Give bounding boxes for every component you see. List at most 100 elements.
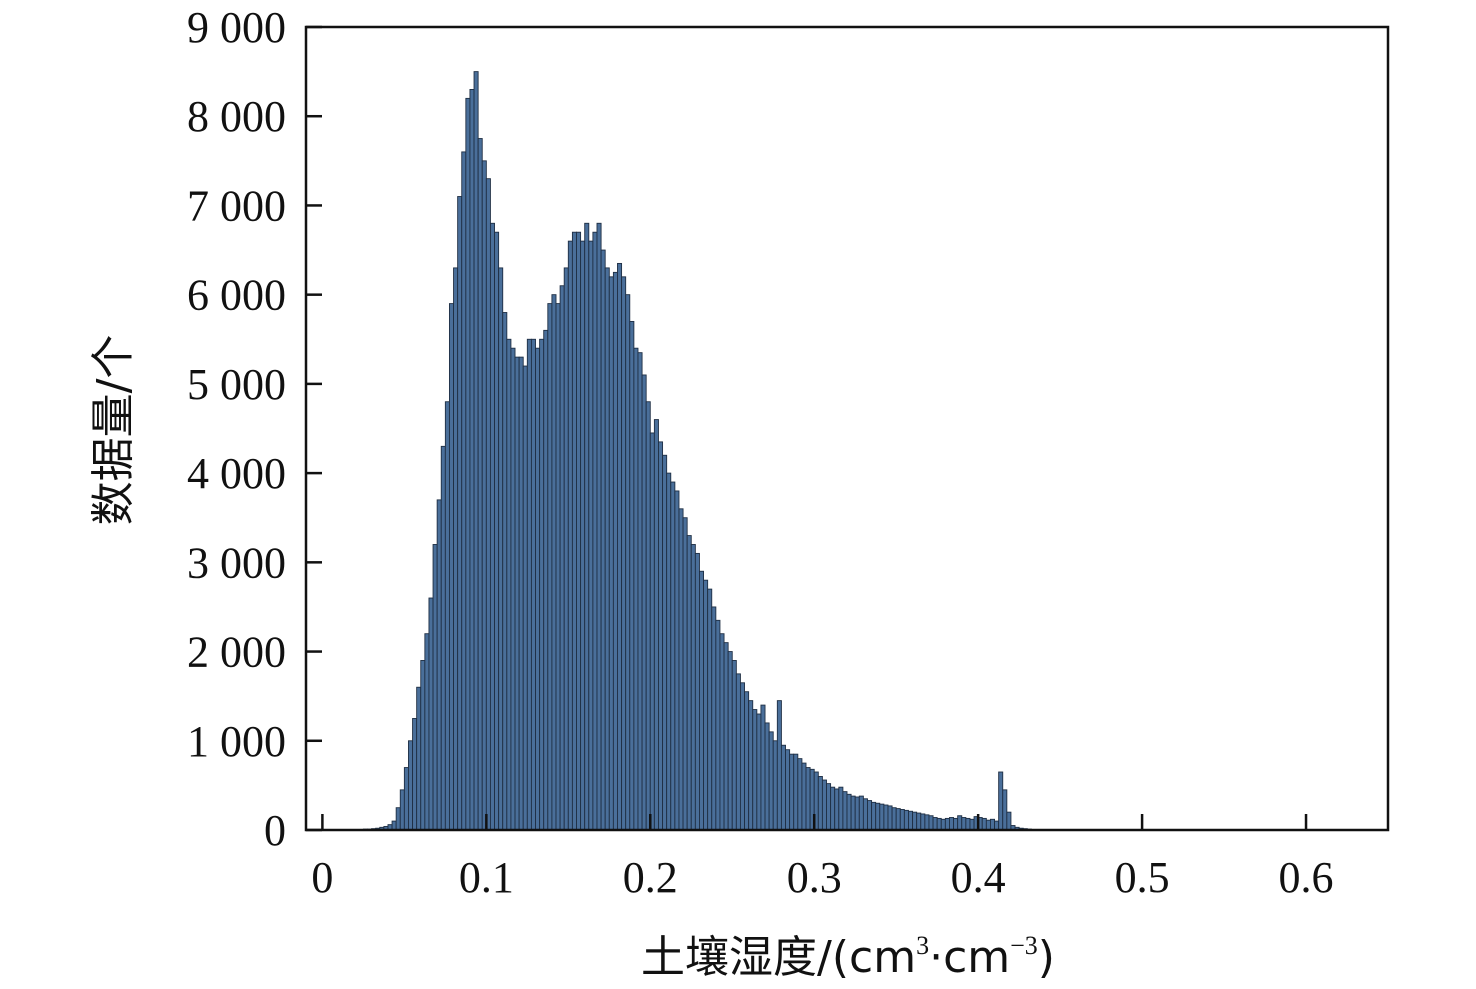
histogram-bar — [969, 818, 975, 831]
histogram-bar — [690, 544, 696, 831]
histogram-bar — [887, 805, 893, 831]
histogram-bar — [592, 231, 598, 831]
histogram-bar — [817, 776, 823, 831]
histogram-bar — [739, 682, 745, 831]
histogram-bar — [555, 303, 561, 831]
histogram-bar — [682, 517, 688, 831]
histogram-bar — [846, 793, 852, 831]
histogram-bar — [989, 818, 995, 831]
histogram-bar — [641, 374, 647, 831]
histogram-bar — [567, 240, 573, 831]
histogram-bar — [551, 294, 557, 831]
histogram-bar — [489, 222, 495, 831]
histogram-bar — [834, 788, 840, 831]
histogram-bar — [785, 749, 791, 831]
histogram-bar — [608, 276, 614, 831]
histogram-bar — [424, 633, 430, 831]
histogram-bar — [842, 791, 848, 831]
histogram-bar — [780, 744, 786, 831]
histogram-bar — [965, 817, 971, 831]
histogram-bar — [453, 267, 459, 831]
histogram-bar — [399, 789, 405, 831]
histogram-bar — [686, 535, 692, 831]
histogram-bar — [526, 338, 532, 831]
histogram-bar — [756, 713, 762, 831]
histogram-bar — [862, 798, 868, 831]
histogram-bar — [498, 267, 504, 831]
histogram-bar — [600, 249, 606, 831]
histogram-bar — [457, 196, 463, 831]
y-tick-label: 0 — [264, 806, 286, 855]
x-tick-label: 0.5 — [1115, 853, 1170, 902]
histogram-bar — [678, 508, 684, 831]
histogram-bar — [871, 801, 877, 831]
histogram-bar — [444, 401, 450, 831]
histogram-bar — [768, 731, 774, 831]
histogram-bar — [621, 276, 627, 831]
histogram-bar — [891, 807, 897, 831]
histogram-bar — [694, 552, 700, 831]
histogram-bar — [522, 365, 528, 831]
histogram-bar — [744, 691, 750, 831]
histogram-bar — [707, 588, 713, 831]
y-axis: 0 1 000 2 000 3 000 4 000 5 000 6 000 7 000 8 00… — [187, 3, 322, 855]
histogram-bar — [899, 809, 905, 831]
histogram-bar — [731, 660, 737, 831]
histogram-bar — [940, 818, 946, 831]
histogram-bar — [772, 740, 778, 831]
histogram-bar — [576, 231, 582, 831]
x-tick-label: 0 — [311, 853, 333, 902]
histogram-bar — [535, 347, 541, 831]
histogram-bar — [539, 338, 545, 831]
histogram-bar — [821, 779, 827, 831]
y-tick-label: 5 000 — [187, 360, 286, 409]
histogram-bar — [395, 807, 401, 831]
histogram-bar — [879, 803, 885, 831]
histogram-bar — [985, 819, 991, 831]
histogram-bar — [448, 303, 454, 831]
histogram-bar — [908, 810, 914, 831]
histogram-bar — [928, 815, 934, 831]
histogram-bar — [645, 401, 651, 831]
histogram-bar — [584, 222, 590, 831]
histogram-bar — [830, 786, 836, 831]
histogram-bar — [494, 231, 500, 831]
histogram-bar — [850, 795, 856, 831]
histogram-bar — [502, 312, 508, 831]
histogram-bar — [789, 753, 795, 831]
histogram-bar — [858, 795, 864, 831]
histogram-bar — [662, 454, 668, 831]
histogram-bar — [670, 481, 676, 831]
y-axis-title: 数据量/个 — [88, 335, 139, 526]
histogram-bar — [944, 817, 950, 831]
histogram-bar — [949, 817, 955, 831]
histogram-bar — [932, 817, 938, 831]
histogram-bar — [510, 347, 516, 831]
x-axis: 0 0.1 0.2 0.3 0.4 0.5 0.6 — [311, 814, 1334, 902]
histogram-bar — [957, 815, 963, 831]
histogram-bar — [920, 813, 926, 831]
histogram-bar — [760, 704, 766, 831]
histogram-bar — [461, 151, 467, 831]
y-tick-label: 6 000 — [187, 271, 286, 320]
histogram-bar — [776, 700, 782, 831]
histogram-bar — [981, 817, 987, 831]
histogram-bar — [826, 783, 832, 831]
histogram-bar — [633, 347, 639, 831]
histogram-bar — [1002, 789, 1008, 831]
histogram-bar — [719, 633, 725, 831]
x-tick-label: 0.2 — [623, 853, 678, 902]
histogram-bar — [604, 267, 610, 831]
histogram-bar — [428, 597, 434, 831]
histogram-bar — [559, 285, 565, 831]
histogram-bar — [735, 673, 741, 831]
histogram-bar — [485, 178, 491, 831]
histogram-bar — [571, 231, 577, 831]
histogram-bar — [514, 356, 520, 831]
histogram-bar — [481, 160, 487, 831]
histogram-bar — [674, 490, 680, 831]
histogram-bar — [416, 686, 422, 831]
histogram-bars — [362, 71, 1045, 831]
x-tick-label: 0.3 — [787, 853, 842, 902]
